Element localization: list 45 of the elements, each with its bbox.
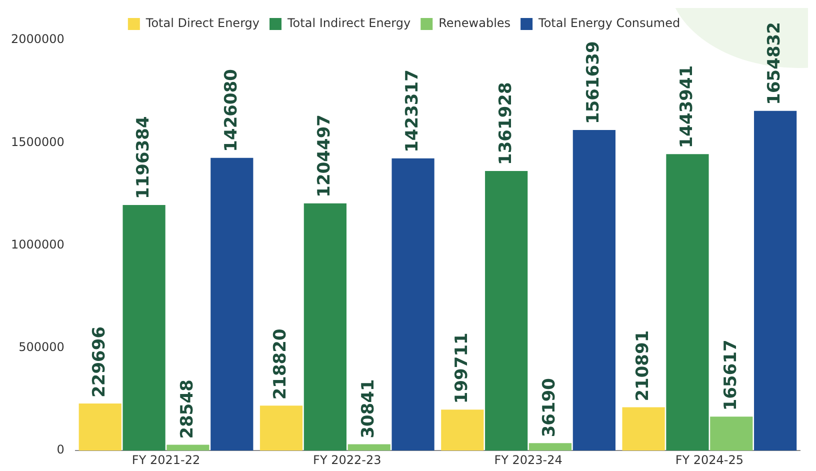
legend-label: Total Direct Energy [144, 16, 260, 30]
x-tick-label: FY 2024-25 [675, 452, 744, 467]
data-label: 1654832 [764, 22, 785, 105]
bar [754, 110, 797, 451]
bar [710, 416, 753, 451]
bar [78, 403, 122, 451]
x-tick-label: FY 2021-22 [132, 452, 200, 467]
y-tick-label: 1500000 [10, 134, 64, 149]
bar [392, 158, 434, 451]
y-tick-label: 2000000 [10, 32, 64, 46]
data-label: 36190 [540, 378, 560, 438]
data-label: 30841 [358, 379, 379, 438]
bar [304, 203, 346, 451]
bar [485, 170, 528, 451]
bar [260, 406, 303, 451]
x-tick-label: FY 2023-24 [494, 452, 562, 467]
data-label: 1443941 [676, 65, 697, 148]
bar [166, 444, 210, 451]
data-label: 210891 [632, 330, 653, 402]
data-label: 1361928 [496, 82, 516, 165]
y-tick-label: 500000 [18, 340, 64, 354]
data-label: 1204497 [314, 114, 335, 198]
y-tick-label: 1000000 [10, 237, 64, 252]
legend-label: Total Indirect Energy [286, 16, 411, 30]
bar [528, 443, 572, 451]
x-tick-label: FY 2022-23 [313, 452, 382, 467]
data-label: 1426080 [221, 68, 242, 152]
bar [210, 158, 254, 451]
data-label: 1196384 [133, 116, 154, 199]
bar [348, 444, 390, 451]
data-label: 1423317 [402, 70, 422, 152]
data-label: 218820 [270, 328, 291, 400]
legend-label: Renewables [438, 16, 511, 30]
bar [622, 407, 665, 451]
bar [666, 154, 709, 451]
bar [572, 130, 616, 451]
legend-label: Total Energy Consumed [538, 16, 680, 30]
bar [441, 410, 484, 451]
data-label: 165617 [720, 340, 741, 411]
bar [122, 204, 166, 451]
data-label: 229696 [90, 326, 110, 398]
y-tick-label: 0 [56, 442, 64, 457]
data-label: 199711 [452, 332, 472, 404]
data-label: 28548 [177, 380, 198, 439]
data-label: 1561639 [584, 41, 604, 124]
